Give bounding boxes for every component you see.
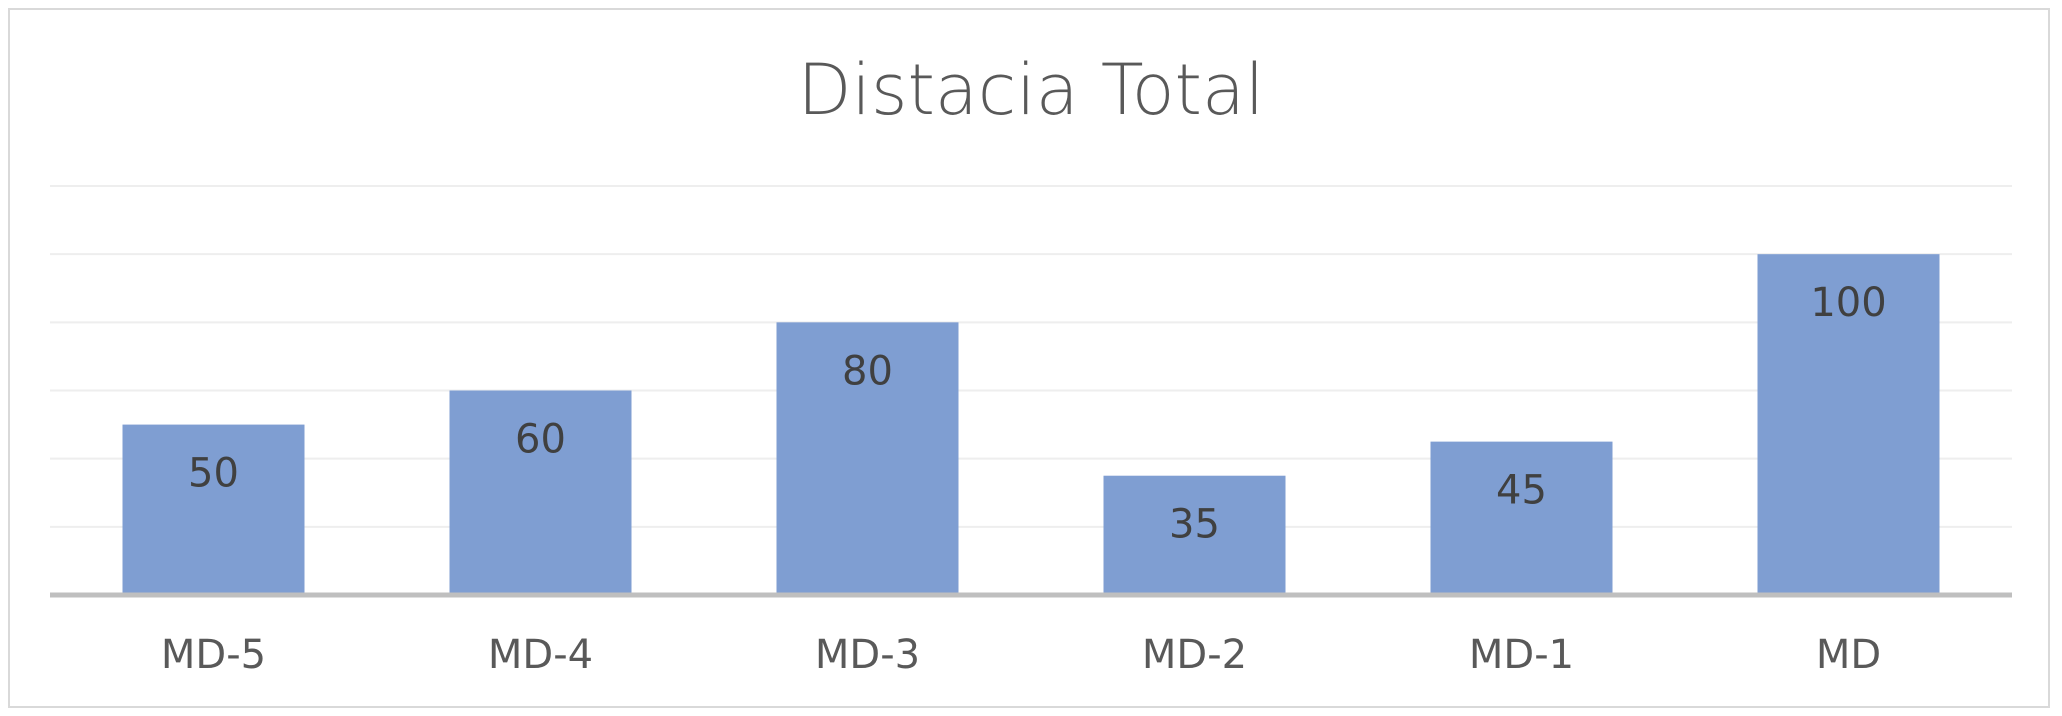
data-label: 60 (515, 417, 566, 463)
category-label: MD-4 (488, 632, 593, 678)
data-label: 80 (842, 348, 893, 394)
bars (122, 254, 1940, 595)
category-labels: MD-5 MD-4 MD-3 MD-2 MD-1 MD (161, 632, 1881, 678)
bar (449, 390, 632, 595)
category-label: MD-3 (815, 632, 920, 678)
chart-title: Distacia Total (797, 49, 1265, 131)
category-label: MD-1 (1469, 632, 1574, 678)
bar (1430, 441, 1613, 595)
data-labels: 50 60 80 35 45 100 (188, 280, 1887, 548)
bar (122, 424, 305, 595)
data-label: 50 (188, 451, 239, 497)
data-label: 45 (1496, 468, 1547, 514)
chart-frame (8, 8, 2050, 708)
bar (1103, 475, 1286, 595)
data-label: 35 (1169, 502, 1220, 548)
category-label: MD-5 (161, 632, 266, 678)
bar (1757, 254, 1940, 595)
gridlines (50, 185, 2012, 528)
category-label: MD (1816, 632, 1881, 678)
data-label: 100 (1810, 280, 1886, 326)
bar (776, 322, 959, 595)
category-label: MD-2 (1142, 632, 1247, 678)
